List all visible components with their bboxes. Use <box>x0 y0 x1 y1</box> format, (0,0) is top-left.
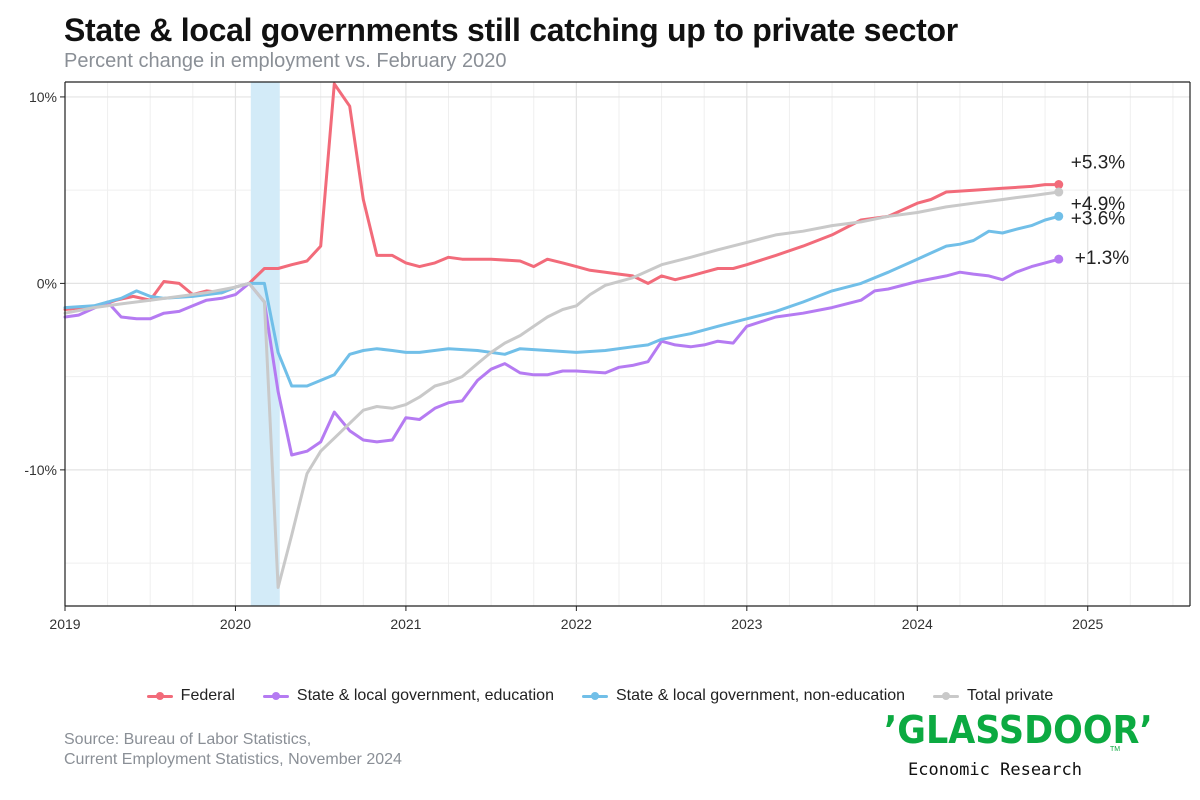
legend-item-2: State & local government, education <box>262 687 554 705</box>
x-tick-label: 2023 <box>731 616 762 632</box>
series-line-2 <box>63 257 1061 457</box>
series-endpoint-2 <box>1054 254 1064 264</box>
glassdoor-logo: ’GLASSDOOR’ TM Economic Research <box>884 708 1153 788</box>
series-end-label-2: +1.3% <box>1075 248 1130 269</box>
source-line-1: Source: Bureau of Labor Statistics, <box>64 731 312 748</box>
y-tick-label: 10% <box>29 89 57 105</box>
logo-subtitle: Economic Research <box>908 760 1082 780</box>
x-tick-label: 2025 <box>1072 616 1103 632</box>
series-end-label-4: +4.9% <box>1071 194 1126 215</box>
x-tick-label: 2022 <box>561 616 592 632</box>
series-endpoints: +5.3% +1.3% +3.6%+4.9% <box>1054 153 1130 269</box>
legend-label-3: State & local government, non-education <box>615 687 906 704</box>
series-line-1 <box>63 82 1061 311</box>
chart-subtitle: Percent change in employment vs. Februar… <box>64 50 507 72</box>
chart-grid <box>64 82 1190 606</box>
legend-label-4: Total private <box>967 687 1054 704</box>
legend-key-3 <box>581 690 608 702</box>
source-note: Source: Bureau of Labor Statistics, Curr… <box>64 730 402 770</box>
legend-item-4: Total private <box>933 687 1053 705</box>
series-endpoint-1 <box>1054 180 1064 190</box>
x-tick-label: 2021 <box>390 616 421 632</box>
y-tick-label: 0% <box>37 275 57 291</box>
series-line-4 <box>63 190 1061 589</box>
x-tick-label: 2020 <box>220 616 251 632</box>
legend-item-1: Federal <box>146 687 235 705</box>
legend-key-dot <box>942 692 951 700</box>
series-end-label-1: +5.3% <box>1071 153 1126 174</box>
legend-key-dot <box>590 692 599 700</box>
y-tick-label: -10% <box>24 462 57 478</box>
line-chart: +5.3% +1.3% +3.6%+4.9% 10% 0% -10% 2019 2020 20… <box>24 81 1191 632</box>
series-endpoint-4 <box>1054 187 1064 197</box>
chart-legend: Federal State & local government, educati… <box>0 684 1200 708</box>
series-lines <box>63 82 1061 589</box>
trademark-mark: TM <box>1110 746 1121 753</box>
legend-key-dot <box>155 692 164 700</box>
glassdoor-wordmark: ’GLASSDOOR’ <box>884 708 1153 752</box>
legend-label-1: Federal <box>180 687 235 704</box>
source-line-2: Current Employment Statistics, November … <box>64 751 402 768</box>
chart-title: State & local governments still catching… <box>64 12 958 48</box>
legend-key-dot <box>271 692 280 700</box>
series-line-3 <box>63 214 1061 388</box>
series-end-label-3: +3.6% <box>1071 208 1126 229</box>
series-endpoint-3 <box>1054 211 1064 221</box>
x-tick-label: 2019 <box>49 616 80 632</box>
legend-item-3: State & local government, non-education <box>581 687 906 705</box>
legend-key-4 <box>933 690 960 702</box>
x-tick-label: 2024 <box>902 616 933 632</box>
chart-axes: 10% 0% -10% 2019 2020 2021 2022 2023 2024 2025 <box>24 81 1191 632</box>
legend-key-2 <box>262 690 289 702</box>
legend-key-1 <box>146 690 173 702</box>
legend-label-2: State & local government, education <box>296 687 554 704</box>
